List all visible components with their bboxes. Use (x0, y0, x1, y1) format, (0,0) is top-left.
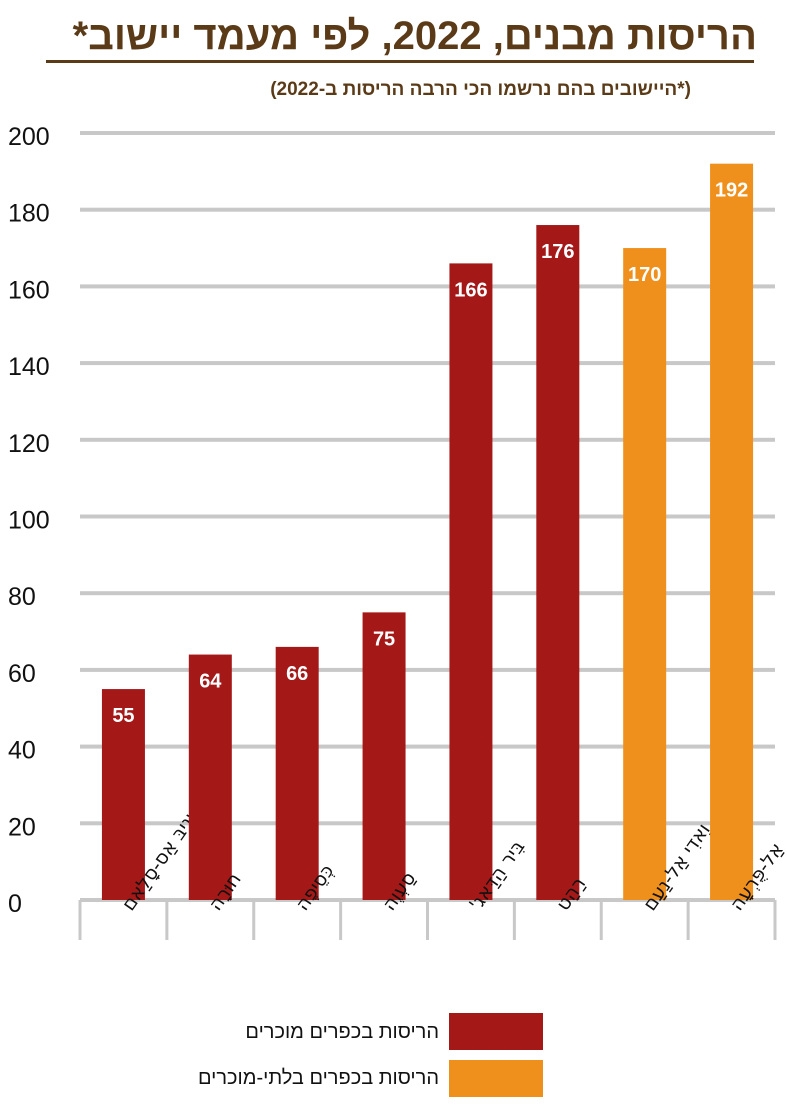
gridline (80, 284, 775, 289)
gridline (80, 744, 775, 749)
bar (362, 612, 406, 900)
y-tick-label: 200 (8, 123, 50, 151)
gridline (80, 131, 775, 135)
y-tick-label: 160 (8, 276, 50, 304)
x-tick-mark (78, 900, 82, 940)
x-tick-mark (339, 900, 343, 940)
chart-title: הריסות מבנים, 2022, לפי מעמד יישוב* (72, 14, 757, 58)
bar (623, 248, 667, 901)
bar (449, 263, 493, 900)
data-label: 64 (199, 671, 222, 693)
x-tick-mark (512, 900, 516, 940)
gridline (80, 514, 775, 519)
gridline (80, 821, 775, 826)
y-tick-label: 40 (8, 737, 36, 765)
y-tick-label: 140 (8, 353, 50, 381)
x-tick-mark (773, 900, 777, 940)
data-label: 192 (715, 180, 748, 202)
data-label: 75 (373, 628, 395, 650)
y-tick-label: 20 (8, 813, 36, 841)
y-tick-label: 0 (8, 890, 22, 918)
legend-swatch-recognized (449, 1013, 543, 1050)
y-tick-label: 80 (8, 583, 36, 611)
x-tick-mark (599, 900, 603, 940)
x-tick-mark (686, 900, 690, 940)
bar (275, 646, 319, 900)
legend-label-unrecognized: הריסות בכפרים בלתי-מוכרים (197, 1067, 439, 1089)
y-tick-label: 100 (8, 507, 50, 535)
y-tick-label: 120 (8, 430, 50, 458)
data-label: 166 (454, 279, 487, 301)
y-tick-label: 180 (8, 200, 50, 228)
x-tick-mark (426, 900, 429, 940)
gridline (80, 667, 775, 672)
title-underline (46, 60, 754, 63)
bar (188, 654, 232, 900)
bar (536, 225, 580, 901)
x-tick-mark (165, 900, 169, 940)
bar (101, 689, 145, 900)
bar (710, 163, 754, 900)
data-label: 176 (541, 241, 574, 263)
data-label: 55 (112, 705, 134, 727)
data-label: 170 (628, 264, 661, 286)
gridline (80, 591, 775, 596)
y-tick-label: 60 (8, 660, 36, 688)
chart-subtitle: (*היישובים בהם נרשמו הכי הרבה הריסות ב-2… (270, 79, 691, 100)
gridline (80, 207, 775, 212)
x-tick-mark (252, 900, 256, 940)
data-label: 66 (286, 663, 308, 685)
gridline (80, 437, 775, 442)
legend-label-recognized: הריסות בכפרים מוכרים (245, 1021, 439, 1043)
legend-swatch-unrecognized (449, 1060, 543, 1097)
gridline (80, 361, 775, 366)
